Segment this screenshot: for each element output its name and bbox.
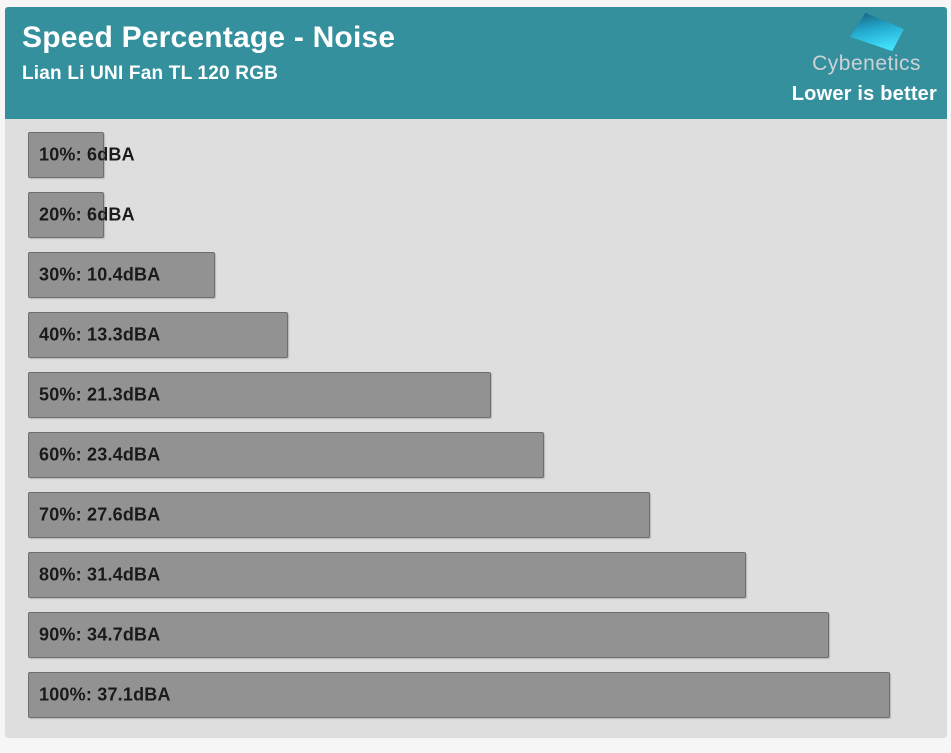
cybenetics-logo-icon	[850, 12, 904, 52]
noise-bar-30%: 30%: 10.4dBA	[28, 252, 216, 298]
bar-chart-area: 10%: 6dBA 20%: 6dBA 30%: 10.4dBA 40%: 13.3d…	[5, 119, 947, 738]
bar-label: 70%: 27.6dBA	[39, 504, 161, 525]
bar-row: 30%: 10.4dBA	[28, 252, 947, 312]
chart-header: Speed Percentage - Noise Lian Li UNI Fan…	[5, 7, 947, 119]
noise-bar-20%: 20%: 6dBA	[28, 192, 135, 238]
bar-row: 80%: 31.4dBA	[28, 552, 947, 612]
bar-label: 40%: 13.3dBA	[39, 324, 161, 345]
noise-bar-70%: 70%: 27.6dBA	[28, 492, 650, 538]
noise-bar-90%: 90%: 34.7dBA	[28, 612, 830, 658]
noise-bar-50%: 50%: 21.3dBA	[28, 372, 491, 418]
bar-row: 40%: 13.3dBA	[28, 312, 947, 372]
bar-row: 20%: 6dBA	[28, 192, 947, 252]
noise-bar-10%: 10%: 6dBA	[28, 132, 135, 178]
bar-label: 50%: 21.3dBA	[39, 384, 161, 405]
lower-is-better-note: Lower is better	[791, 83, 937, 105]
brand-block: Cybenetics Lower is better	[787, 11, 937, 106]
bar-label: 100%: 37.1dBA	[39, 684, 171, 705]
noise-bar-80%: 80%: 31.4dBA	[28, 552, 746, 598]
bar-label: 90%: 34.7dBA	[39, 624, 161, 645]
noise-bar-40%: 40%: 13.3dBA	[28, 312, 289, 358]
bar-row: 100%: 37.1dBA	[28, 672, 947, 732]
noise-bar-100%: 100%: 37.1dBA	[28, 672, 891, 718]
bar-row: 10%: 6dBA	[28, 132, 947, 192]
bar-row: 70%: 27.6dBA	[28, 492, 947, 552]
bar-row: 90%: 34.7dBA	[28, 612, 947, 672]
noise-bar-60%: 60%: 23.4dBA	[28, 432, 544, 478]
bar-label: 20%: 6dBA	[39, 204, 135, 225]
chart-subtitle: Lian Li UNI Fan TL 120 RGB	[22, 63, 279, 84]
bar-row: 60%: 23.4dBA	[28, 432, 947, 492]
chart-canvas: Speed Percentage - Noise Lian Li UNI Fan…	[5, 7, 947, 738]
bar-label: 10%: 6dBA	[39, 144, 135, 165]
bar-row: 50%: 21.3dBA	[28, 372, 947, 432]
bar-label: 80%: 31.4dBA	[39, 564, 161, 585]
brand-name: Cybenetics	[812, 52, 921, 75]
chart-title: Speed Percentage - Noise	[22, 21, 396, 54]
bar-label: 60%: 23.4dBA	[39, 444, 161, 465]
bar-label: 30%: 10.4dBA	[39, 264, 161, 285]
